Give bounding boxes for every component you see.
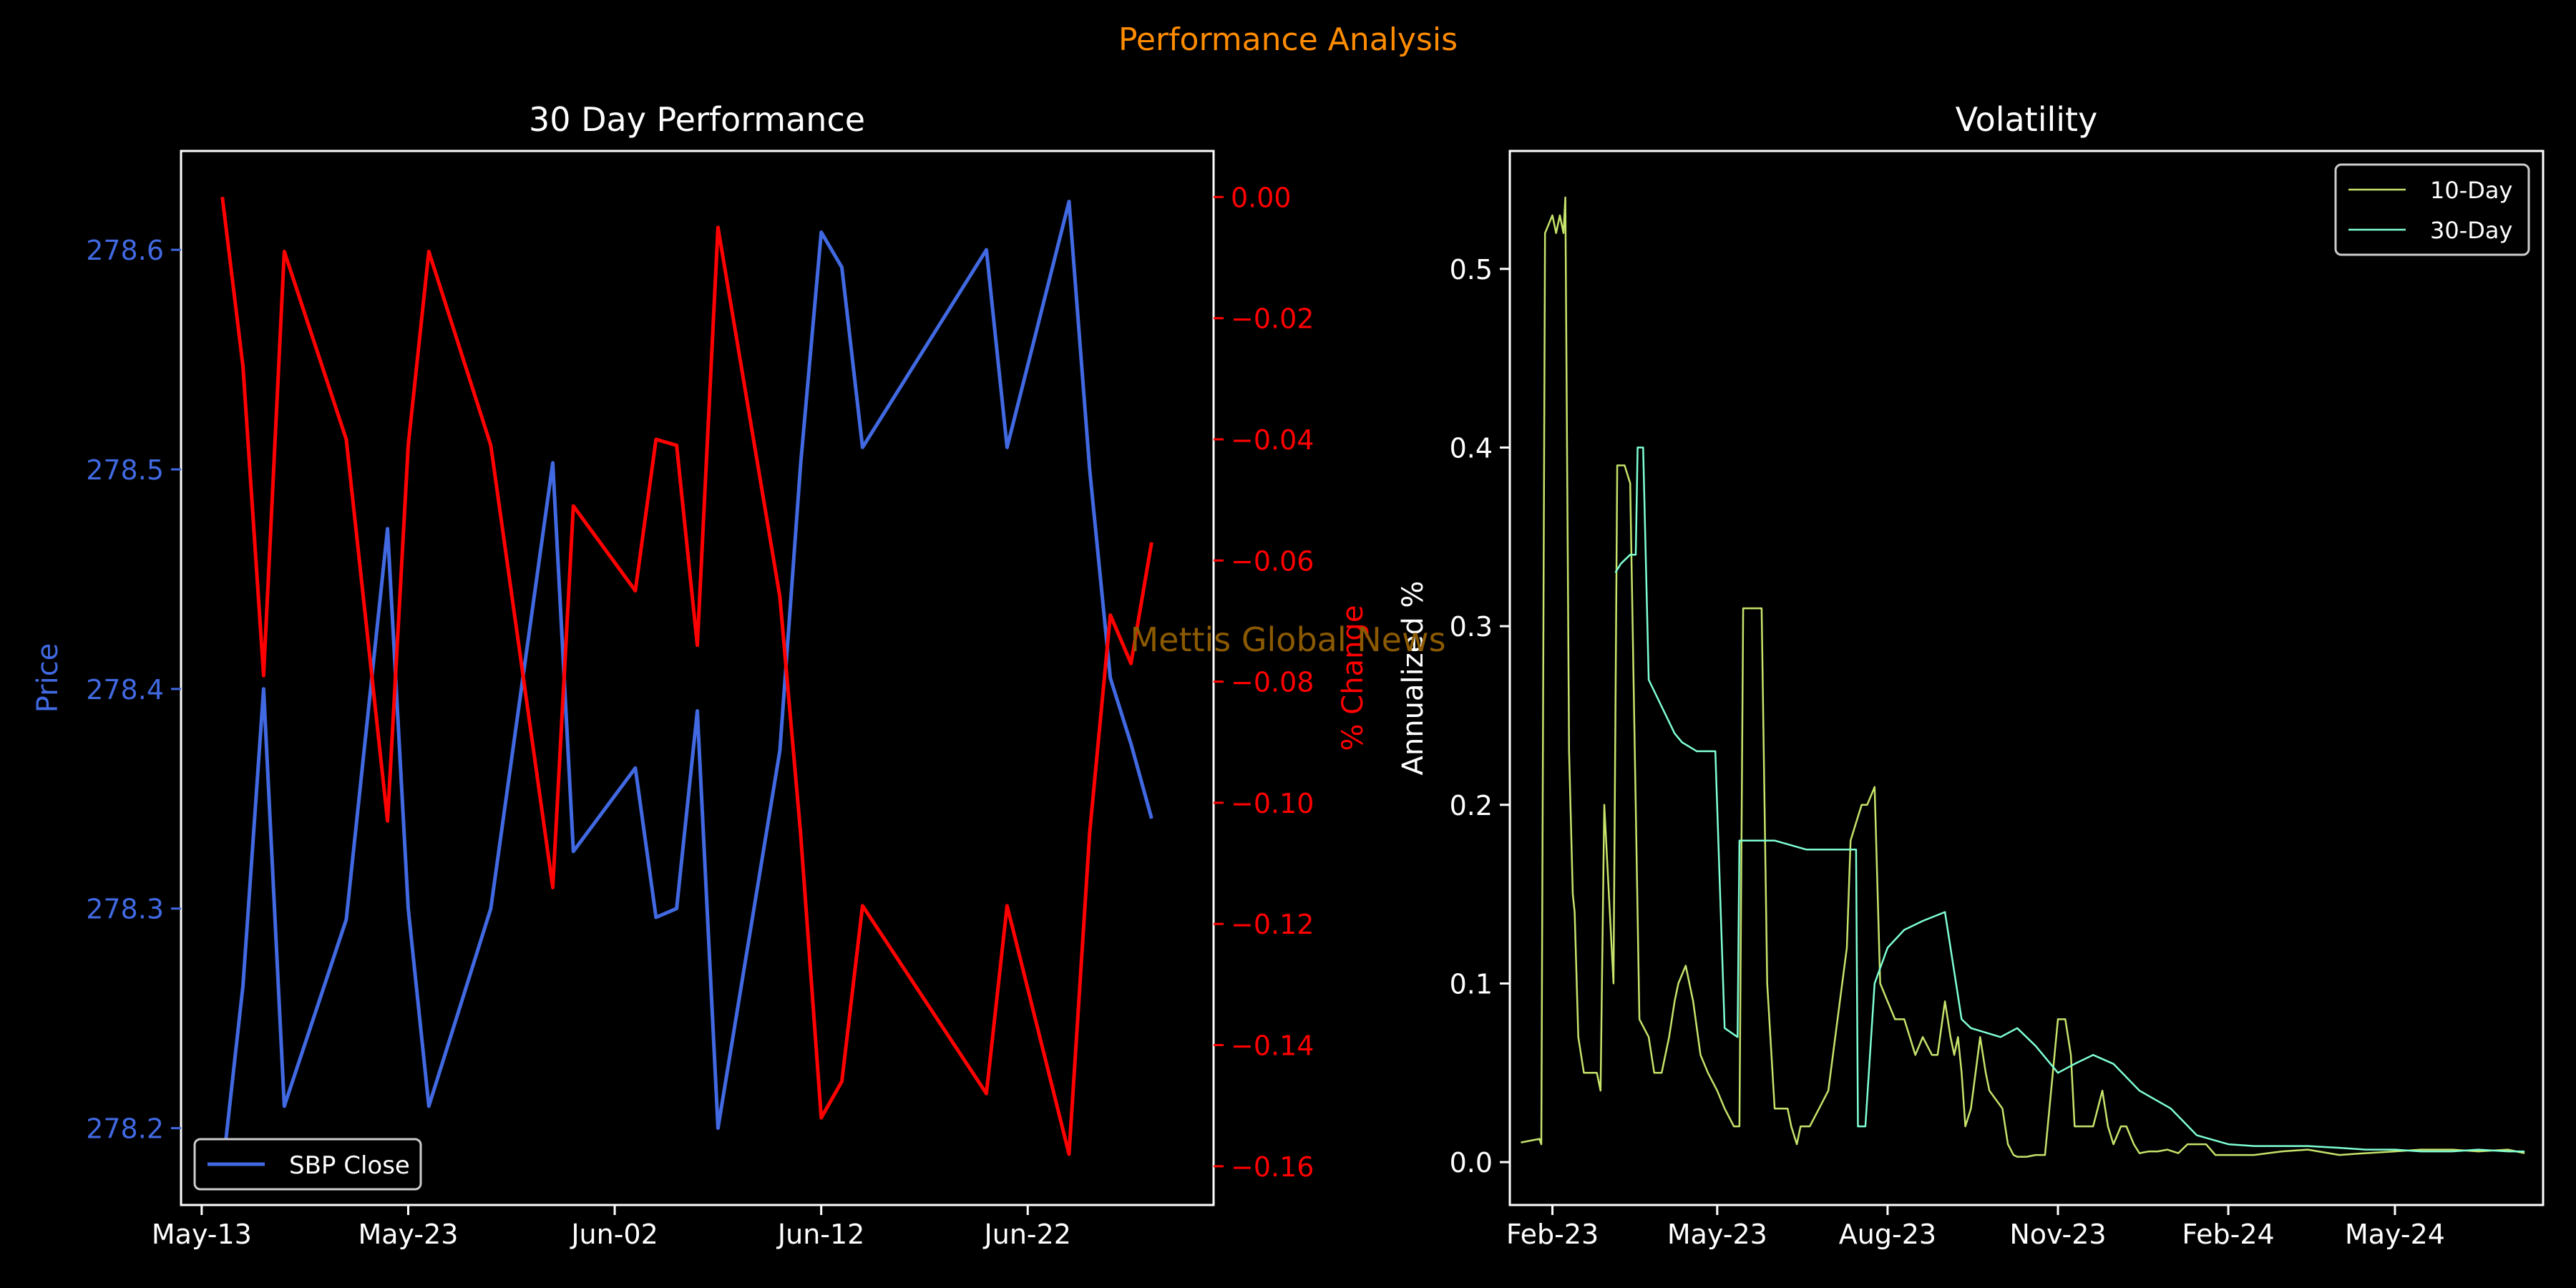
y-tick-label: 0.0 <box>1450 1147 1493 1179</box>
price-tick-label: 278.2 <box>86 1113 164 1145</box>
x-tick-label: Feb-24 <box>2182 1219 2274 1250</box>
vol-10day-series-line <box>1521 196 2525 1158</box>
pct-tick-label: 0.00 <box>1231 182 1292 213</box>
y-tick-label: 0.3 <box>1450 611 1493 643</box>
legend-label-price: SBP Close <box>289 1151 410 1180</box>
volatility-axis-label: Annualized % <box>1397 581 1430 776</box>
performance-plot-frame <box>180 150 1215 1206</box>
price-tick-label: 278.3 <box>86 894 164 925</box>
pct-change-series-line <box>220 196 1153 1156</box>
volatility-chart: Volatility Feb-23 May-23 Aug-23 Nov-23 Feb-2… <box>1397 100 2545 1250</box>
price-axis-label: Price <box>31 643 64 713</box>
pct-tick-label: −0.14 <box>1231 1030 1314 1062</box>
price-tick-label: 278.5 <box>86 454 164 486</box>
pct-tick-label: −0.08 <box>1231 667 1314 698</box>
performance-chart-title: 30 Day Performance <box>529 100 865 139</box>
x-tick-label: May-24 <box>2345 1219 2445 1250</box>
vol-30day-series-line <box>1614 447 2525 1153</box>
volatility-plot-frame <box>1508 150 2545 1206</box>
pct-tick-label: −0.12 <box>1231 909 1314 940</box>
pct-tick-label: −0.02 <box>1231 303 1314 335</box>
y-tick-label: 0.1 <box>1450 968 1493 1000</box>
pct-tick-label: −0.10 <box>1231 788 1314 819</box>
legend-box <box>2334 163 2530 256</box>
pct-tick-label: −0.06 <box>1231 545 1314 577</box>
x-tick-label: May-13 <box>152 1219 252 1250</box>
watermark-text: Mettis Global News <box>1130 620 1445 659</box>
legend-label-10day: 10-Day <box>2430 177 2512 204</box>
pct-change-axis-label: % Change <box>1337 605 1370 751</box>
y-tick-label: 0.4 <box>1450 432 1493 464</box>
pct-tick-label: −0.04 <box>1231 424 1314 456</box>
performance-plot-area: May-13 May-23 Jun-02 Jun-12 Jun-22 278.2 278.3… <box>86 150 1314 1250</box>
x-tick-label: Jun-22 <box>983 1219 1071 1250</box>
volatility-plot-area: Feb-23 May-23 Aug-23 Nov-23 Feb-24 May-24 0.0 0… <box>1450 150 2545 1250</box>
x-tick-label: Jun-12 <box>776 1219 864 1250</box>
legend-label-30day: 30-Day <box>2430 217 2512 244</box>
price-tick-label: 278.6 <box>86 235 164 266</box>
x-tick-label: Jun-02 <box>570 1219 658 1250</box>
performance-chart: 30 Day Performance May-13 May-23 Jun-02 Jun… <box>31 100 1370 1250</box>
volatility-legend: 10-Day 30-Day <box>2334 163 2530 256</box>
y-tick-label: 0.2 <box>1450 790 1493 821</box>
volatility-chart-title: Volatility <box>1956 100 2098 139</box>
figure-suptitle: Performance Analysis <box>1118 21 1458 58</box>
pct-tick-label: −0.16 <box>1231 1151 1314 1183</box>
x-tick-label: May-23 <box>358 1219 458 1250</box>
x-tick-label: Aug-23 <box>1839 1219 1936 1250</box>
legend-box <box>193 1138 422 1191</box>
price-tick-label: 278.4 <box>86 674 164 706</box>
y-tick-label: 0.5 <box>1450 254 1493 286</box>
x-tick-label: May-23 <box>1667 1219 1767 1250</box>
x-tick-label: Nov-23 <box>2009 1219 2106 1250</box>
performance-legend: SBP Close <box>193 1138 422 1191</box>
x-tick-label: Feb-23 <box>1506 1219 1599 1250</box>
price-series-line <box>220 200 1153 1173</box>
